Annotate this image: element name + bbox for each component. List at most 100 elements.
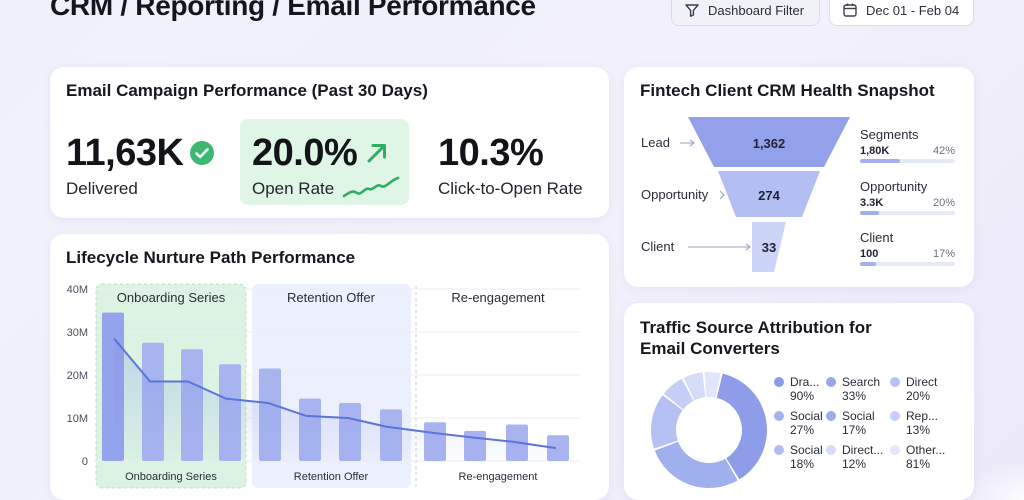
traffic-card-title: Traffic Source Attribution for Email Con… [640, 318, 872, 358]
funnel-stage-label: Lead [641, 135, 670, 150]
corner-sparkle [964, 460, 1024, 500]
legend-pct: 20% [906, 389, 931, 403]
funnel-progress-fill [860, 262, 877, 266]
legend-pct: 33% [842, 389, 867, 403]
kpi-click-to-open-value: 10.3% [438, 132, 544, 174]
lifecycle-group-label: Re-engagement [451, 290, 545, 305]
page-title: CRM / Reporting / Email Performance [50, 0, 536, 21]
lifecycle-trend-line [113, 337, 557, 450]
legend-pct: 17% [842, 423, 867, 437]
funnel-right-label: Segments [860, 127, 919, 142]
funnel-stage [688, 117, 850, 167]
legend-pct: 13% [906, 423, 931, 437]
sparkline-icon [342, 176, 400, 198]
dashboard-filter-label: Dashboard Filter [708, 2, 805, 18]
kpi-card-title: Email Campaign Performance (Past 30 Days… [66, 81, 428, 100]
y-tick-label: 20M [67, 370, 88, 382]
legend-dot [890, 445, 900, 455]
kpi-open-rate-label: Open Rate [252, 179, 335, 198]
funnel-progress-track [860, 262, 955, 266]
donut-slice [704, 372, 721, 398]
funnel-arrow-head [719, 190, 725, 200]
lifecycle-nurture-card: Lifecycle Nurture Path Performance 0 10M 2… [50, 234, 609, 500]
funnel-progress-fill [860, 211, 879, 215]
legend-dot [826, 445, 836, 455]
funnel-right-pct: 42% [933, 145, 955, 157]
funnel-right-label: Opportunity [860, 179, 928, 194]
donut-slice [716, 373, 767, 480]
funnel-right-value: 3.3K [860, 197, 883, 209]
kpi-click-to-open-label: Click-to-Open Rate [438, 179, 583, 198]
crm-health-snapshot-card: Fintech Client CRM Health Snapshot 1,362… [624, 67, 974, 287]
trend-up-arrow-icon [367, 144, 387, 163]
funnel-arrow-head [689, 139, 695, 147]
legend-name: Direct [906, 375, 938, 389]
funnel-right-value: 1,80K [860, 145, 889, 157]
donut-slice [683, 372, 706, 401]
kpi-delivered: 11,63K Delivered [66, 131, 215, 199]
email-campaign-performance-card: Email Campaign Performance (Past 30 Days… [50, 67, 609, 218]
y-tick-label: 0 [82, 456, 88, 468]
legend-pct: 27% [790, 423, 815, 437]
date-range-picker[interactable]: Dec 01 - Feb 04 [829, 0, 974, 26]
lifecycle-x-label: Onboarding Series [125, 471, 217, 483]
lifecycle-x-label: Re-engagement [459, 471, 538, 483]
filter-icon [685, 4, 699, 17]
kpi-open-rate-value: 20.0% [252, 132, 358, 174]
legend-dot [890, 377, 900, 387]
funnel-stage-label: Opportunity [641, 187, 709, 202]
lifecycle-trend-area [114, 338, 556, 461]
legend-name: Social [842, 409, 875, 423]
crm-funnel-chart: 1,362 Lead Segments 1,80K 42% 274 Opportunity O… [641, 117, 955, 272]
kpi-click-to-open: 10.3% Click-to-Open Rate [438, 131, 583, 199]
date-range-label: Dec 01 - Feb 04 [866, 2, 960, 18]
funnel-stage-value: 274 [758, 188, 780, 203]
lifecycle-group-label: Onboarding Series [117, 290, 226, 305]
legend-name: Direct... [842, 443, 884, 457]
legend-dot [774, 377, 784, 387]
kpi-delivered-value: 11,63K [66, 132, 184, 174]
legend-dot [774, 411, 784, 421]
legend-dot [890, 411, 900, 421]
donut-slice [654, 441, 738, 488]
check-circle-icon [190, 141, 215, 165]
legend-pct: 18% [790, 457, 815, 471]
funnel-right-pct: 17% [933, 248, 955, 260]
funnel-arrow-head [745, 243, 751, 251]
traffic-source-card: Traffic Source Attribution for Email Con… [624, 303, 974, 500]
funnel-right-pct: 20% [933, 197, 955, 209]
funnel-progress-track [860, 211, 955, 215]
y-tick-label: 40M [67, 284, 88, 296]
lifecycle-card-title: Lifecycle Nurture Path Performance [66, 248, 356, 267]
legend-pct: 90% [790, 389, 815, 403]
y-tick-label: 10M [67, 413, 88, 425]
funnel-stage-value: 33 [762, 240, 776, 255]
donut-slice [663, 378, 694, 410]
legend-name: Search [842, 375, 881, 389]
funnel-card-title: Fintech Client CRM Health Snapshot [640, 81, 935, 100]
dashboard-filter-button[interactable]: Dashboard Filter [671, 0, 820, 26]
lifecycle-bar-chart: 0 10M 20M 30M 40M Onboarding Series Onboarding… [67, 283, 580, 489]
traffic-donut-chart [651, 372, 767, 488]
kpi-open-rate: 20.0% Open Rate [252, 131, 400, 199]
legend-name: Other... [906, 443, 946, 457]
legend-dot [826, 411, 836, 421]
lifecycle-x-label: Retention Offer [294, 471, 369, 483]
funnel-right-value: 100 [860, 248, 878, 260]
legend-pct: 81% [906, 457, 931, 471]
calendar-icon [843, 3, 857, 17]
funnel-stage [718, 171, 820, 217]
lifecycle-group-label: Retention Offer [287, 290, 376, 305]
donut-slice [651, 395, 683, 449]
legend-dot [774, 445, 784, 455]
funnel-stage-value: 1,362 [753, 136, 786, 151]
kpi-delivered-label: Delivered [66, 179, 138, 198]
y-tick-label: 30M [67, 327, 88, 339]
funnel-progress-fill [860, 159, 900, 163]
legend-pct: 12% [842, 457, 867, 471]
open-rate-highlight [240, 119, 409, 205]
legend-name: Rep... [906, 409, 939, 423]
funnel-stage [752, 222, 786, 272]
legend-dot [826, 377, 836, 387]
funnel-stage-label: Client [641, 239, 675, 254]
